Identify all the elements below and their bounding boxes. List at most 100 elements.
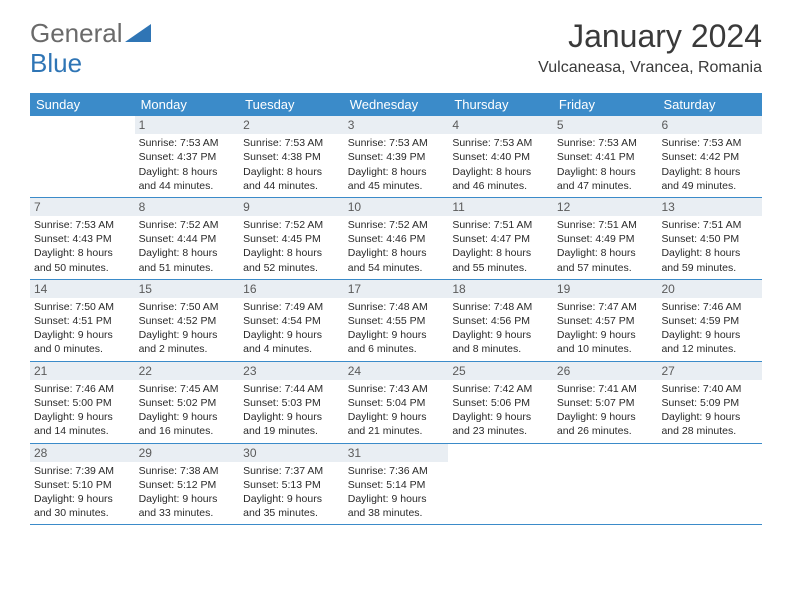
calendar-cell: 14Sunrise: 7:50 AMSunset: 4:51 PMDayligh… — [30, 280, 135, 361]
calendar-cell: 20 Sunrise: 7:46 AMSunset: 4:59 PMDayligh… — [657, 280, 762, 361]
sunrise-text: Sunrise: 7:53 AM — [452, 136, 549, 150]
daylight-text: Daylight: 8 hours and 44 minutes. — [139, 165, 236, 193]
sunset-text: Sunset: 5:02 PM — [139, 396, 236, 410]
location: Vulcaneasa, Vrancea, Romania — [538, 59, 762, 77]
calendar-cell: 6Sunrise: 7:53 AMSunset: 4:42 PMDaylight… — [657, 116, 762, 197]
day-body: Sunrise: 7:37 AMSunset: 5:13 PMDaylight:… — [239, 464, 344, 525]
sunrise-text: Sunrise: 7:51 AM — [661, 218, 758, 232]
sunset-text: Sunset: 5:14 PM — [348, 478, 445, 492]
sunset-text: Sunset: 4:47 PM — [452, 232, 549, 246]
daylight-text: Daylight: 8 hours and 54 minutes. — [348, 246, 445, 274]
daylight-text: Daylight: 8 hours and 45 minutes. — [348, 165, 445, 193]
calendar-cell: 5 Sunrise: 7:53 AMSunset: 4:41 PMDaylight… — [553, 116, 658, 197]
calendar-cell: 29Sunrise: 7:38 AMSunset: 5:12 PMDayligh… — [135, 444, 240, 525]
sunrise-text: Sunrise: 7:47 AM — [557, 300, 654, 314]
sunrise-text: Sunrise: 7:48 AM — [452, 300, 549, 314]
calendar-cell: 16Sunrise: 7:49 AMSunset: 4:54 PMDayligh… — [239, 280, 344, 361]
calendar-week: 28Sunrise: 7:39 AMSunset: 5:10 PMDayligh… — [30, 444, 762, 526]
day-body: Sunrise: 7:36 AMSunset: 5:14 PMDaylight:… — [344, 464, 449, 525]
daylight-text: Daylight: 9 hours and 8 minutes. — [452, 328, 549, 356]
calendar-cell: 4 Sunrise: 7:53 AMSunset: 4:40 PMDaylight… — [448, 116, 553, 197]
day-number: 18 — [448, 280, 553, 298]
daylight-text: Daylight: 8 hours and 52 minutes. — [243, 246, 340, 274]
sunset-text: Sunset: 5:00 PM — [34, 396, 131, 410]
daylight-text: Daylight: 9 hours and 0 minutes. — [34, 328, 131, 356]
day-number: 21 — [30, 362, 135, 380]
sunset-text: Sunset: 4:44 PM — [139, 232, 236, 246]
daylight-text: Daylight: 8 hours and 46 minutes. — [452, 165, 549, 193]
logo-triangle-icon — [125, 20, 151, 47]
calendar-week: 21 Sunrise: 7:46 AMSunset: 5:00 PM Dayligh… — [30, 362, 762, 444]
calendar-cell: 13Sunrise: 7:51 AMSunset: 4:50 PMDayligh… — [657, 198, 762, 279]
day-body: Sunrise: 7:41 AMSunset: 5:07 PMDaylight:… — [553, 382, 658, 443]
calendar-cell: 15Sunrise: 7:50 AMSunset: 4:52 PMDayligh… — [135, 280, 240, 361]
daylight-text: Daylight: 9 hours and 6 minutes. — [348, 328, 445, 356]
sunrise-text: Sunrise: 7:44 AM — [243, 382, 340, 396]
sunset-text: Sunset: 5:09 PM — [661, 396, 758, 410]
calendar-cell: 27Sunrise: 7:40 AMSunset: 5:09 PMDayligh… — [657, 362, 762, 443]
day-number: 26 — [553, 362, 658, 380]
day-number: 23 — [239, 362, 344, 380]
sunrise-text: Sunrise: 7:46 AM — [34, 382, 131, 396]
day-number: 2 — [239, 116, 344, 134]
calendar-cell: 3Sunrise: 7:53 AMSunset: 4:39 PMDaylight… — [344, 116, 449, 197]
month-title: January 2024 — [538, 18, 762, 55]
day-number: 10 — [344, 198, 449, 216]
sunset-text: Sunset: 5:12 PM — [139, 478, 236, 492]
sunrise-text: Sunrise: 7:53 AM — [243, 136, 340, 150]
calendar-cell: 21Sunrise: 7:46 AMSunset: 5:00 PMDayligh… — [30, 362, 135, 443]
sunrise-text: Sunrise: 7:43 AM — [348, 382, 445, 396]
sunrise-text: Sunrise: 7:53 AM — [139, 136, 236, 150]
day-number: 5 — [553, 116, 658, 134]
day-body: Sunrise: 7:48 AMSunset: 4:56 PMDaylight:… — [448, 300, 553, 361]
day-number: 14 — [30, 280, 135, 298]
day-body: Sunrise: 7:38 AMSunset: 5:12 PMDaylight:… — [135, 464, 240, 525]
calendar-cell — [657, 444, 762, 525]
daylight-text: Daylight: 8 hours and 47 minutes. — [557, 165, 654, 193]
day-number: 20 — [657, 280, 762, 298]
sunrise-text: Sunrise: 7:40 AM — [661, 382, 758, 396]
dayhead-wed: Wednesday — [344, 93, 449, 116]
daylight-text: Daylight: 9 hours and 35 minutes. — [243, 492, 340, 520]
daylight-text: Daylight: 9 hours and 19 minutes. — [243, 410, 340, 438]
day-number: 19 — [553, 280, 658, 298]
day-number: 3 — [344, 116, 449, 134]
sunrise-text: Sunrise: 7:45 AM — [139, 382, 236, 396]
day-number: 12 — [553, 198, 658, 216]
logo-text-blue-wrap: Blue — [30, 48, 82, 79]
sunrise-text: Sunrise: 7:50 AM — [139, 300, 236, 314]
day-number: 1 — [135, 116, 240, 134]
calendar-cell: 28Sunrise: 7:39 AMSunset: 5:10 PMDayligh… — [30, 444, 135, 525]
day-number — [553, 444, 658, 462]
daylight-text: Daylight: 9 hours and 10 minutes. — [557, 328, 654, 356]
calendar-cell: 22Sunrise: 7:45 AMSunset: 5:02 PMDayligh… — [135, 362, 240, 443]
day-body: Sunrise: 7:53 AMSunset: 4:41 PMDaylight:… — [553, 136, 658, 197]
day-body: Sunrise: 7:53 AMSunset: 4:40 PMDaylight:… — [448, 136, 553, 197]
daylight-text: Daylight: 9 hours and 28 minutes. — [661, 410, 758, 438]
day-number: 22 — [135, 362, 240, 380]
calendar-body: 1Sunrise: 7:53 AMSunset: 4:37 PMDaylight… — [30, 116, 762, 525]
sunrise-text: Sunrise: 7:51 AM — [557, 218, 654, 232]
day-body: Sunrise: 7:48 AMSunset: 4:55 PMDaylight:… — [344, 300, 449, 361]
sunset-text: Sunset: 5:03 PM — [243, 396, 340, 410]
calendar-cell: 24Sunrise: 7:43 AMSunset: 5:04 PMDayligh… — [344, 362, 449, 443]
day-body: Sunrise: 7:39 AMSunset: 5:10 PMDaylight:… — [30, 464, 135, 525]
calendar-cell — [30, 116, 135, 197]
day-body: Sunrise: 7:43 AMSunset: 5:04 PMDaylight:… — [344, 382, 449, 443]
day-number: 16 — [239, 280, 344, 298]
sunset-text: Sunset: 4:49 PM — [557, 232, 654, 246]
sunset-text: Sunset: 4:52 PM — [139, 314, 236, 328]
sunset-text: Sunset: 4:57 PM — [557, 314, 654, 328]
day-body: Sunrise: 7:46 AMSunset: 4:59 PMDaylight:… — [657, 300, 762, 361]
sunset-text: Sunset: 4:37 PM — [139, 150, 236, 164]
logo: General — [30, 18, 153, 49]
day-body: Sunrise: 7:40 AMSunset: 5:09 PMDaylight:… — [657, 382, 762, 443]
dayhead-sun: Sunday — [30, 93, 135, 116]
sunset-text: Sunset: 5:13 PM — [243, 478, 340, 492]
sunrise-text: Sunrise: 7:53 AM — [557, 136, 654, 150]
sunset-text: Sunset: 4:59 PM — [661, 314, 758, 328]
day-body: Sunrise: 7:52 AMSunset: 4:45 PMDaylight:… — [239, 218, 344, 279]
day-number: 4 — [448, 116, 553, 134]
daylight-text: Daylight: 8 hours and 51 minutes. — [139, 246, 236, 274]
day-body: Sunrise: 7:52 AMSunset: 4:46 PMDaylight:… — [344, 218, 449, 279]
